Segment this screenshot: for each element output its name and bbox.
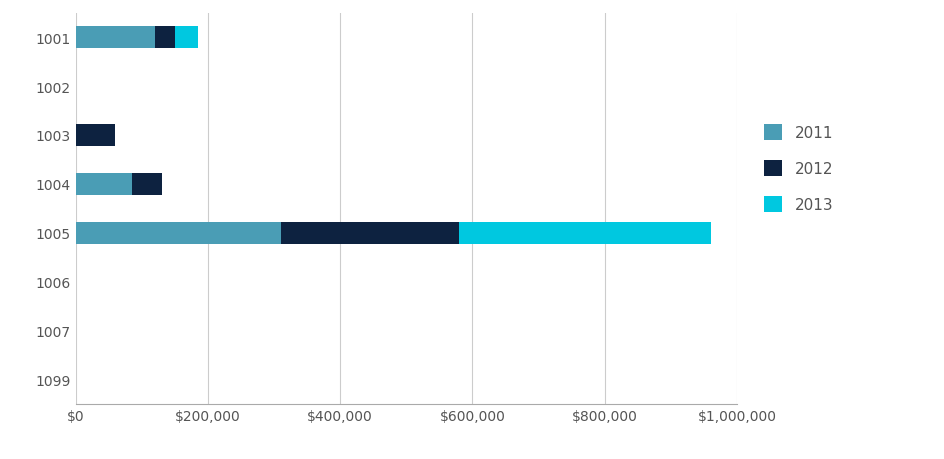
Bar — [76, 174, 131, 196]
Bar — [76, 222, 280, 244]
Bar — [131, 174, 161, 196]
Bar — [76, 27, 155, 49]
Bar — [459, 222, 710, 244]
Bar — [76, 125, 115, 147]
Bar — [280, 222, 459, 244]
Legend: 2011, 2012, 2013: 2011, 2012, 2013 — [757, 119, 838, 218]
Bar — [175, 27, 198, 49]
Bar — [155, 27, 175, 49]
